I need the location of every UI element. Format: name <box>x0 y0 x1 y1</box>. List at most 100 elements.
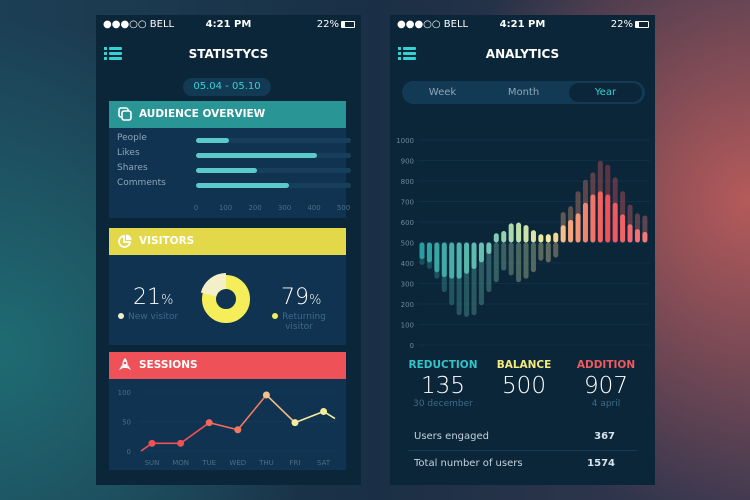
y-tick-label: 700 <box>401 199 414 207</box>
audience-row-label: Likes <box>117 148 140 158</box>
audience-bar <box>196 138 229 143</box>
bar-secondary <box>508 242 514 276</box>
sessions-line-segment <box>237 394 268 431</box>
bar-primary <box>523 225 529 243</box>
sessions-chart: 0 50 100 SUN MON TUE WED THU FRI SAT <box>118 389 339 467</box>
bar-primary <box>508 223 514 243</box>
bar-secondary <box>545 242 551 263</box>
audience-bar-track <box>196 153 351 158</box>
bar-primary <box>642 231 648 243</box>
y-tick-label: 1000 <box>396 137 414 145</box>
audience-axis-label: 0 <box>193 204 199 212</box>
returning-visitor-percent: 79% <box>281 285 322 310</box>
bar-primary <box>605 194 611 243</box>
copy-icon <box>118 107 132 121</box>
bar-primary <box>582 202 588 243</box>
sessions-point <box>148 439 156 447</box>
sessions-point <box>262 391 270 399</box>
reduction-value: 135 <box>421 373 465 399</box>
balance-stat: BALANCE 500 <box>479 359 569 399</box>
bar-primary <box>478 242 484 263</box>
bar-primary <box>434 242 440 273</box>
carrier: ●●●○○ BELL <box>397 19 469 30</box>
sessions-point <box>234 426 242 434</box>
tab-week[interactable]: Week <box>428 87 457 98</box>
x-tick-label: SAT <box>317 459 331 467</box>
analytics-screen: ●●●○○ BELL 4:21 PM 22% ANALYTICS Week Mo… <box>390 15 655 485</box>
bar-primary <box>419 242 425 260</box>
audience-row-label: People <box>117 133 147 143</box>
new-visitor-percent: 21% <box>133 285 174 310</box>
bar-secondary <box>530 242 536 273</box>
tab-year[interactable]: Year <box>569 83 642 102</box>
audience-axis-label: 400 <box>307 204 321 212</box>
new-visitor-slice <box>200 273 226 297</box>
sessions-title: SESSIONS <box>139 359 198 371</box>
audience-title: AUDIENCE OVERVIEW <box>139 108 266 120</box>
bar-primary <box>426 242 432 263</box>
date-range-pill[interactable]: 05.04 - 05.10 <box>183 78 271 96</box>
bar-primary <box>560 225 566 243</box>
battery-percent: 22% <box>316 19 339 30</box>
y-tick-label: 0 <box>127 448 131 456</box>
bar-primary <box>545 234 551 243</box>
users-engaged-row: Users engaged 367 <box>414 431 615 442</box>
bar-primary <box>501 231 507 243</box>
menu-icon[interactable] <box>398 47 416 61</box>
balance-label: BALANCE <box>496 359 552 371</box>
y-tick-label: 800 <box>401 178 414 186</box>
x-tick-label: SUN <box>145 459 160 467</box>
audience-axis-label: 300 <box>277 204 292 212</box>
bar-secondary <box>493 242 499 283</box>
y-tick-label: 0 <box>410 342 414 350</box>
rocket-icon <box>119 358 131 370</box>
y-tick-label: 100 <box>401 322 414 330</box>
battery-icon <box>341 21 355 28</box>
sessions-line-segment <box>294 410 324 424</box>
bar-primary <box>634 229 640 243</box>
audience-bar <box>196 153 317 158</box>
page-title: ANALYTICS <box>485 47 560 61</box>
bar-primary <box>612 202 618 243</box>
x-tick-label: MON <box>172 459 189 467</box>
bar-secondary <box>501 242 507 271</box>
balance-value: 500 <box>502 373 546 399</box>
audience-axis-label: 500 <box>336 204 351 212</box>
bar-primary <box>464 242 470 274</box>
sessions-line-segment <box>180 422 210 444</box>
visitors-header: VISITORS <box>109 228 346 255</box>
bar-primary <box>553 232 559 243</box>
audience-card: People Likes Shares Comments 0 100 200 300 400 50… <box>109 128 351 218</box>
reduction-label: REDUCTION <box>408 359 478 371</box>
audience-row-label: Shares <box>117 163 148 173</box>
yearly-bar-chart: 01002003004005006007008009001000DECJANFE… <box>396 137 650 350</box>
addition-date: 4 april <box>591 399 621 409</box>
y-tick-label: 500 <box>401 240 414 248</box>
visitors-title: VISITORS <box>139 235 195 247</box>
returning-visitor-legend: Returning visitor <box>267 312 331 332</box>
status-bar: ●●●○○ BELL 4:21 PM 22% <box>96 15 361 35</box>
bar-primary <box>538 234 544 243</box>
bar-primary <box>620 214 626 243</box>
y-tick-label: 100 <box>118 389 131 397</box>
bar-secondary <box>538 242 544 261</box>
y-tick-label: 50 <box>122 419 131 427</box>
divider <box>408 450 637 451</box>
audience-bar <box>196 168 258 173</box>
battery-icon <box>635 21 649 28</box>
y-tick-label: 600 <box>401 219 414 227</box>
menu-icon[interactable] <box>104 47 122 61</box>
sessions-header: SESSIONS <box>109 352 346 379</box>
visitors-card: 21% New visitor 79% Returning visitor <box>109 255 346 345</box>
addition-stat: ADDITION 907 4 april <box>561 359 651 409</box>
bar-secondary <box>553 242 559 258</box>
bar-primary <box>456 242 462 279</box>
y-tick-label: 200 <box>401 301 414 309</box>
tab-month[interactable]: Month <box>507 87 540 98</box>
pie-chart-icon <box>118 234 132 248</box>
total-users-row: Total number of users 1574 <box>414 458 615 469</box>
audience-bar-track <box>196 183 351 188</box>
sessions-point <box>205 419 213 427</box>
status-bar: ●●●○○ BELL 4:21 PM 22% <box>390 15 655 35</box>
reduction-stat: REDUCTION 135 30 december <box>398 359 488 409</box>
